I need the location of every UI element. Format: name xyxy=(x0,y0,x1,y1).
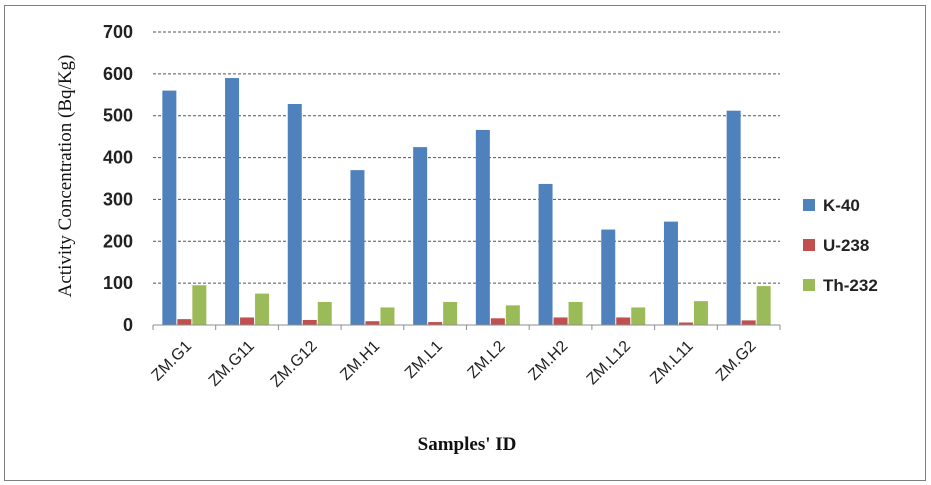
legend: K-40 U-238 Th-232 xyxy=(803,196,878,295)
legend-label: U-238 xyxy=(823,236,869,255)
bar-u-238 xyxy=(741,320,756,325)
legend-swatch-k-40 xyxy=(803,199,815,211)
x-tick-label: ZM.L12 xyxy=(584,338,634,388)
y-tick-label: 600 xyxy=(103,64,133,84)
bar-th-232 xyxy=(317,301,332,325)
x-tick-label: ZM.G2 xyxy=(713,338,760,385)
y-tick-label: 300 xyxy=(103,189,133,209)
y-tick-label: 400 xyxy=(103,148,133,168)
bar-k-40 xyxy=(162,90,177,325)
bars xyxy=(162,78,771,326)
bar-k-40 xyxy=(538,183,553,325)
bar-th-232 xyxy=(505,305,520,325)
bar-u-238 xyxy=(678,322,693,325)
bar-u-238 xyxy=(616,317,631,325)
bar-th-232 xyxy=(693,301,708,325)
bar-k-40 xyxy=(413,147,428,325)
bar-k-40 xyxy=(475,129,490,325)
y-axis-title: Activity Concentration (Bq/Kg) xyxy=(55,55,76,298)
bar-th-232 xyxy=(380,307,395,325)
legend-swatch-th-232 xyxy=(803,279,815,291)
bar-u-238 xyxy=(365,321,380,325)
x-tick-label: ZM.G12 xyxy=(268,338,321,391)
y-tick-label: 200 xyxy=(103,231,133,251)
y-tick-label: 700 xyxy=(103,22,133,42)
bar-u-238 xyxy=(240,317,255,325)
bar-k-40 xyxy=(726,110,741,325)
bar-th-232 xyxy=(192,285,207,325)
bar-u-238 xyxy=(177,319,192,325)
x-tick-label: ZM.L1 xyxy=(402,338,446,382)
bar-k-40 xyxy=(663,221,678,325)
x-tick-label: ZM.G1 xyxy=(149,338,196,385)
bar-th-232 xyxy=(443,301,458,325)
y-tick-label: 500 xyxy=(103,106,133,126)
legend-label: K-40 xyxy=(823,196,860,215)
x-axis-title: Samples' ID xyxy=(418,434,517,455)
bar-th-232 xyxy=(631,307,646,325)
legend-swatch-u-238 xyxy=(803,239,815,251)
x-tick-label: ZM.L2 xyxy=(465,338,509,382)
x-tick-label: ZM.L11 xyxy=(647,338,697,388)
chart-frame xyxy=(4,5,926,481)
bar-u-238 xyxy=(553,317,568,325)
x-tick-label: ZM.G11 xyxy=(206,338,258,390)
y-tick-label: 100 xyxy=(103,273,133,293)
bar-th-232 xyxy=(756,286,771,325)
bar-k-40 xyxy=(350,170,365,325)
x-tick-label: ZM.H2 xyxy=(525,338,571,384)
gridlines xyxy=(153,31,780,284)
x-tick-labels: ZM.G1 ZM.G11 ZM.G12 ZM.H1 ZM.L1 ZM.L2 ZM.H2 ZM.… xyxy=(149,325,781,391)
x-tick-label: ZM.H1 xyxy=(337,338,383,384)
bar-u-238 xyxy=(428,322,443,325)
bar-u-238 xyxy=(302,319,317,325)
bar-k-40 xyxy=(225,78,240,326)
bar-k-40 xyxy=(287,103,302,325)
y-tick-label: 0 xyxy=(123,315,133,335)
bar-k-40 xyxy=(601,229,616,325)
y-tick-labels: 0 100 200 300 400 500 600 700 xyxy=(103,22,133,335)
bar-th-232 xyxy=(255,293,270,325)
legend-label: Th-232 xyxy=(823,276,878,295)
bar-u-238 xyxy=(490,318,505,325)
bar-th-232 xyxy=(568,301,583,325)
